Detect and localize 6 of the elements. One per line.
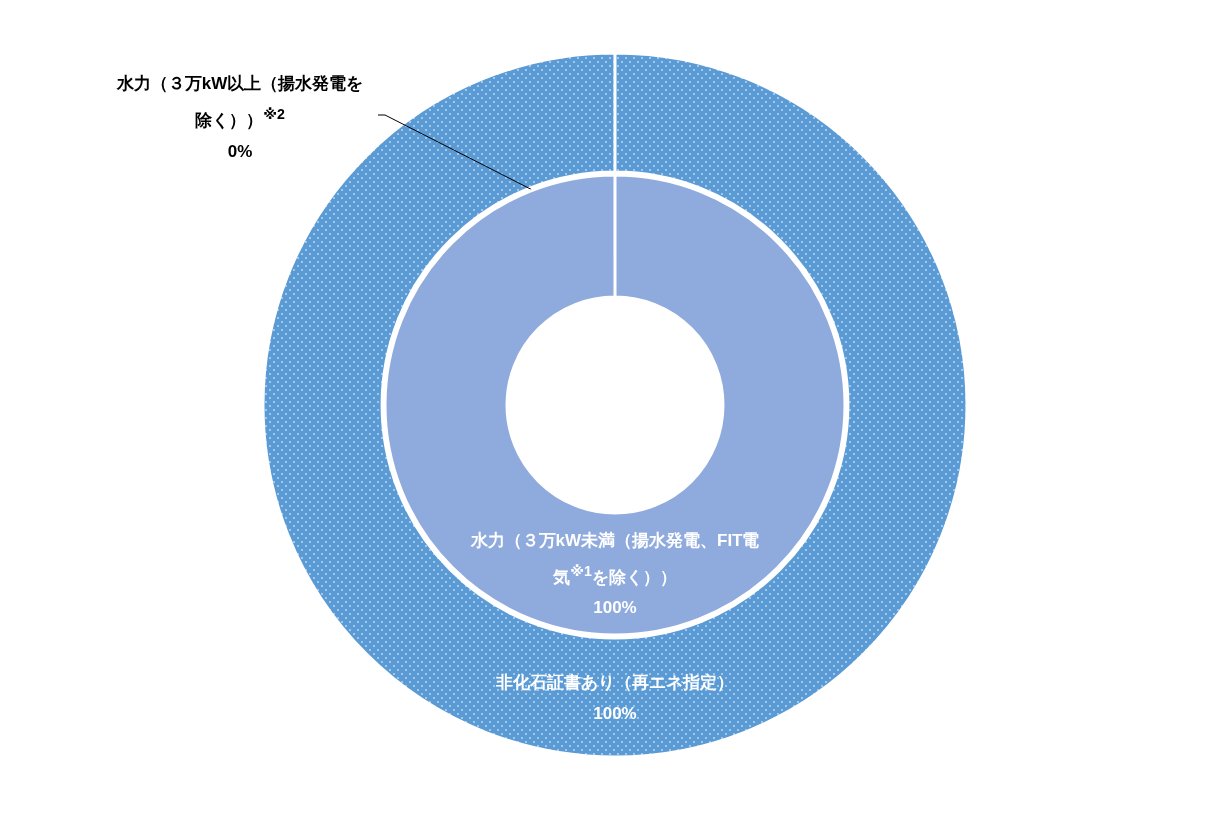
data-label: 100% bbox=[593, 598, 637, 618]
slice-label: 水力（３万kW未満（揚水発電、FIT電気$^{※1}$を除く）） bbox=[470, 530, 760, 587]
text: 0% bbox=[227, 141, 253, 161]
category-label: 水力（３万kW以上（揚水発電を除く））$^{※2}$ bbox=[116, 74, 364, 130]
data-label: 100% bbox=[593, 703, 637, 723]
slice-label: 非化石証書あり（再エネ指定） bbox=[496, 672, 734, 692]
